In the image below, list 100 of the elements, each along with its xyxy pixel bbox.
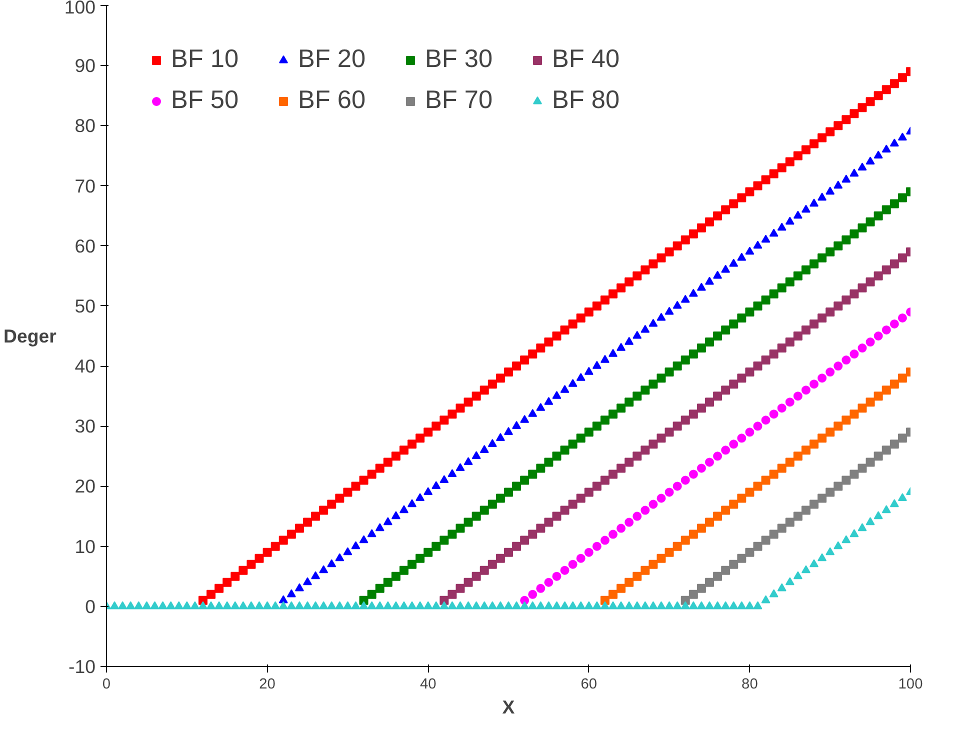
y-tick-label: 20 bbox=[74, 476, 96, 497]
y-tick-label: 80 bbox=[74, 115, 96, 136]
point bbox=[713, 512, 722, 521]
point bbox=[721, 506, 730, 515]
point bbox=[664, 548, 674, 557]
point bbox=[688, 410, 698, 419]
y-tick-label: 0 bbox=[85, 596, 96, 617]
point bbox=[552, 572, 562, 581]
point bbox=[656, 434, 666, 443]
point bbox=[882, 265, 891, 274]
point bbox=[818, 374, 827, 383]
point bbox=[737, 494, 746, 503]
y-axis-title: Deger bbox=[3, 326, 56, 346]
x-tick-label: 60 bbox=[580, 676, 598, 692]
point bbox=[810, 440, 819, 449]
point bbox=[858, 464, 867, 473]
point bbox=[448, 590, 457, 599]
point bbox=[576, 554, 586, 563]
point bbox=[753, 542, 762, 551]
point bbox=[898, 374, 907, 383]
point bbox=[785, 518, 794, 527]
point bbox=[737, 554, 746, 563]
point bbox=[801, 506, 810, 515]
point bbox=[874, 271, 883, 280]
point bbox=[842, 356, 851, 365]
point bbox=[785, 458, 794, 467]
point bbox=[874, 332, 883, 340]
point bbox=[688, 590, 698, 599]
point bbox=[713, 392, 722, 401]
x-tick-label: 100 bbox=[898, 676, 923, 692]
point bbox=[761, 416, 770, 425]
point bbox=[705, 398, 714, 407]
point bbox=[882, 386, 891, 395]
point bbox=[801, 325, 810, 334]
y-tick-label: 50 bbox=[74, 295, 96, 316]
legend-label: BF 80 bbox=[552, 86, 621, 115]
point bbox=[850, 350, 859, 359]
y-tick-label: -10 bbox=[68, 656, 96, 677]
point bbox=[882, 326, 891, 334]
point bbox=[810, 380, 819, 389]
point bbox=[834, 482, 843, 491]
point bbox=[729, 440, 738, 449]
point bbox=[761, 476, 770, 485]
point bbox=[464, 578, 473, 587]
point bbox=[858, 344, 867, 353]
legend-label: BF 30 bbox=[425, 45, 494, 74]
point bbox=[777, 344, 786, 353]
point bbox=[632, 452, 642, 461]
point bbox=[560, 506, 570, 515]
point bbox=[753, 422, 762, 431]
point bbox=[898, 434, 907, 443]
point bbox=[584, 548, 594, 557]
point bbox=[552, 512, 562, 521]
point bbox=[777, 464, 786, 473]
point bbox=[600, 476, 610, 485]
point bbox=[761, 356, 770, 365]
point bbox=[608, 530, 618, 539]
point bbox=[834, 422, 843, 431]
point bbox=[472, 572, 481, 581]
point bbox=[632, 572, 642, 581]
point bbox=[536, 524, 546, 533]
point bbox=[866, 338, 875, 346]
point bbox=[801, 446, 810, 455]
point bbox=[528, 590, 538, 599]
point bbox=[874, 392, 883, 401]
point bbox=[496, 554, 505, 563]
point bbox=[737, 434, 746, 443]
legend-label: BF 70 bbox=[425, 86, 494, 115]
point bbox=[769, 410, 778, 419]
point bbox=[600, 536, 610, 545]
point bbox=[793, 452, 802, 461]
point bbox=[560, 566, 570, 575]
point bbox=[826, 428, 835, 437]
point bbox=[729, 560, 738, 569]
point bbox=[810, 319, 819, 328]
point bbox=[769, 350, 778, 359]
point bbox=[640, 506, 650, 515]
point bbox=[898, 253, 907, 262]
point bbox=[480, 566, 489, 575]
point bbox=[656, 494, 666, 503]
point bbox=[520, 536, 530, 545]
point bbox=[745, 368, 754, 377]
point bbox=[890, 319, 899, 328]
point bbox=[664, 428, 674, 437]
point bbox=[544, 578, 554, 587]
point bbox=[850, 289, 859, 298]
y-tick-label: 10 bbox=[74, 536, 96, 557]
x-tick-label: 20 bbox=[259, 676, 276, 692]
point bbox=[858, 404, 867, 413]
point bbox=[672, 482, 682, 491]
x-tick-label: 80 bbox=[742, 676, 758, 692]
point bbox=[616, 584, 626, 593]
legend-label: BF 20 bbox=[298, 45, 367, 74]
point bbox=[592, 542, 602, 551]
point bbox=[488, 560, 497, 569]
point bbox=[874, 452, 883, 461]
point bbox=[890, 380, 899, 389]
legend-label: BF 50 bbox=[171, 86, 240, 115]
point bbox=[793, 332, 802, 340]
point bbox=[793, 512, 802, 521]
